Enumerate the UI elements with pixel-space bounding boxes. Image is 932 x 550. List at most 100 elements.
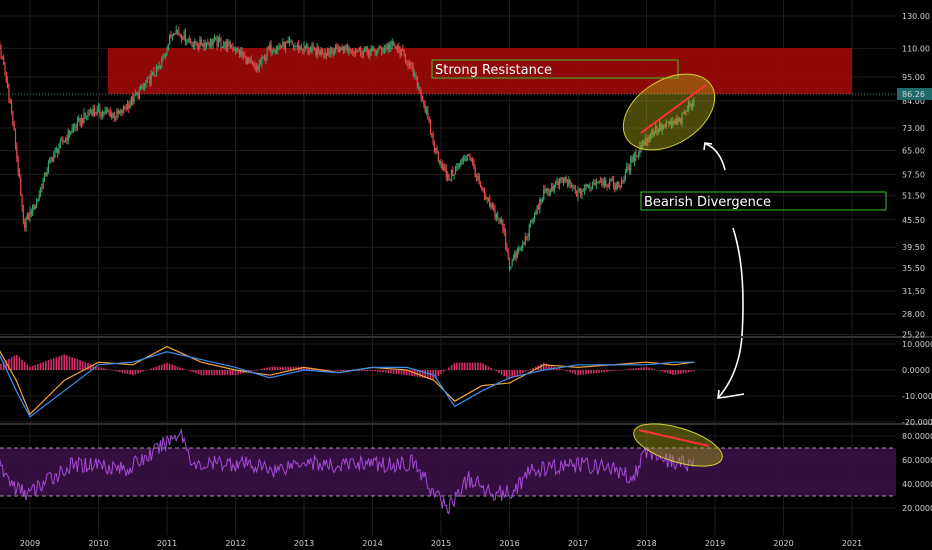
macd-bar-217 [566, 370, 569, 372]
candle-body-134 [171, 34, 173, 37]
candle-body-396 [516, 250, 519, 258]
candle-body-37 [43, 172, 46, 180]
macd-bar-181 [471, 362, 474, 370]
price-tick-57.50: 57.50 [902, 170, 925, 179]
macd-bar-55 [139, 370, 142, 373]
macd-bar-169 [440, 370, 442, 374]
macd-bar-149 [387, 370, 390, 373]
time-axis: 2009 2010 2011 2012 2013 2014 2015 2016 2017 2018… [20, 539, 862, 548]
macd-bar-100 [258, 369, 261, 371]
candle-body-361 [470, 159, 472, 161]
macd-bar-176 [458, 362, 461, 370]
price-tick-51.50: 51.50 [902, 192, 925, 201]
candle-body-527 [689, 102, 691, 104]
macd-bar-57 [145, 370, 147, 371]
candle-body-317 [412, 66, 414, 76]
candle-body-78 [97, 106, 100, 109]
macd-bar-125 [324, 369, 326, 371]
macd-bar-86 [221, 370, 224, 376]
macd-bar-82 [210, 370, 213, 376]
candle-body-253 [328, 50, 330, 54]
candle-body-29 [33, 204, 35, 210]
candle-body-167 [215, 37, 217, 39]
candle-body-50 [61, 139, 63, 141]
candle-body-126 [161, 59, 163, 66]
macd-bar-69 [176, 366, 179, 370]
candle-body-116 [147, 76, 150, 78]
candle-body-180 [232, 47, 234, 51]
candle-body-466 [609, 181, 611, 187]
macd-bar-137 [355, 370, 358, 372]
macd-bar-148 [384, 370, 387, 373]
candle-body-437 [570, 184, 573, 187]
macd-bar-20 [47, 360, 50, 370]
macd-bar-157 [408, 370, 411, 376]
candle-body-434 [566, 181, 569, 184]
macd-bar-42 [105, 368, 108, 370]
candle-body-468 [611, 178, 613, 181]
candle-body-502 [656, 126, 658, 133]
candle-body-133 [170, 35, 172, 37]
candle-body-380 [495, 214, 497, 218]
macd-bar-25 [60, 355, 63, 370]
candle-body-255 [331, 50, 333, 52]
macd-bar-236 [616, 370, 619, 371]
candle-body-236 [306, 46, 308, 49]
candle-body-444 [580, 189, 582, 196]
macd-bar-252 [658, 370, 661, 371]
candle-body-127 [162, 57, 164, 60]
candle-body-430 [561, 177, 563, 180]
candle-body-414 [540, 198, 542, 203]
macd-bar-188 [490, 368, 492, 370]
macd-bar-73 [187, 370, 189, 371]
candle-body-389 [507, 251, 509, 258]
candle-body-247 [320, 49, 322, 55]
candle-body-331 [431, 133, 433, 135]
macd-bar-126 [326, 369, 329, 371]
candle-body-196 [253, 64, 255, 67]
candle-body-204 [263, 56, 266, 61]
candle-body-33 [38, 194, 40, 200]
candle-body-508 [664, 125, 666, 127]
macd-bar-15 [34, 364, 37, 370]
candle-body-12 [10, 103, 13, 113]
macd-bar-53 [134, 370, 137, 375]
candle-body-298 [387, 44, 389, 50]
candle-body-207 [267, 48, 270, 50]
macd-bar-191 [498, 370, 500, 373]
candle-body-373 [486, 197, 488, 199]
candle-body-107 [136, 92, 138, 95]
macd-bar-14 [31, 365, 34, 370]
x-tick-2017: 2017 [568, 539, 588, 548]
macd-bar-103 [266, 367, 268, 370]
candle-body-162 [208, 43, 210, 46]
candle-body-154 [198, 47, 200, 48]
candle-body-200 [258, 64, 260, 69]
candle-body-477 [623, 178, 625, 182]
candle-body-302 [392, 41, 395, 44]
candle-body-313 [407, 62, 409, 66]
candle-body-6 [3, 57, 5, 65]
macd-bar-93 [239, 370, 242, 374]
candle-body-52 [63, 141, 65, 143]
resistance-zone [108, 48, 852, 94]
candle-body-342 [445, 169, 447, 178]
candle-body-102 [129, 103, 131, 109]
macd-bar-117 [303, 366, 305, 370]
candle-body-435 [568, 179, 570, 184]
macd-bar-114 [295, 366, 297, 370]
candle-body-388 [506, 245, 508, 252]
candle-body-152 [195, 40, 197, 46]
candle-body-113 [144, 84, 146, 87]
candle-body-417 [544, 189, 546, 191]
candle-body-460 [601, 181, 603, 183]
candle-body-69 [86, 115, 88, 117]
candle-body-352 [458, 164, 461, 166]
macd-bar-29 [71, 357, 73, 370]
macd-bar-151 [392, 370, 395, 374]
macd-bar-200 [521, 370, 524, 373]
macd-bar-78 [200, 370, 203, 376]
candle-body-490 [640, 145, 642, 148]
macd-bar-39 [97, 366, 100, 370]
macd-bar-11 [23, 362, 26, 370]
